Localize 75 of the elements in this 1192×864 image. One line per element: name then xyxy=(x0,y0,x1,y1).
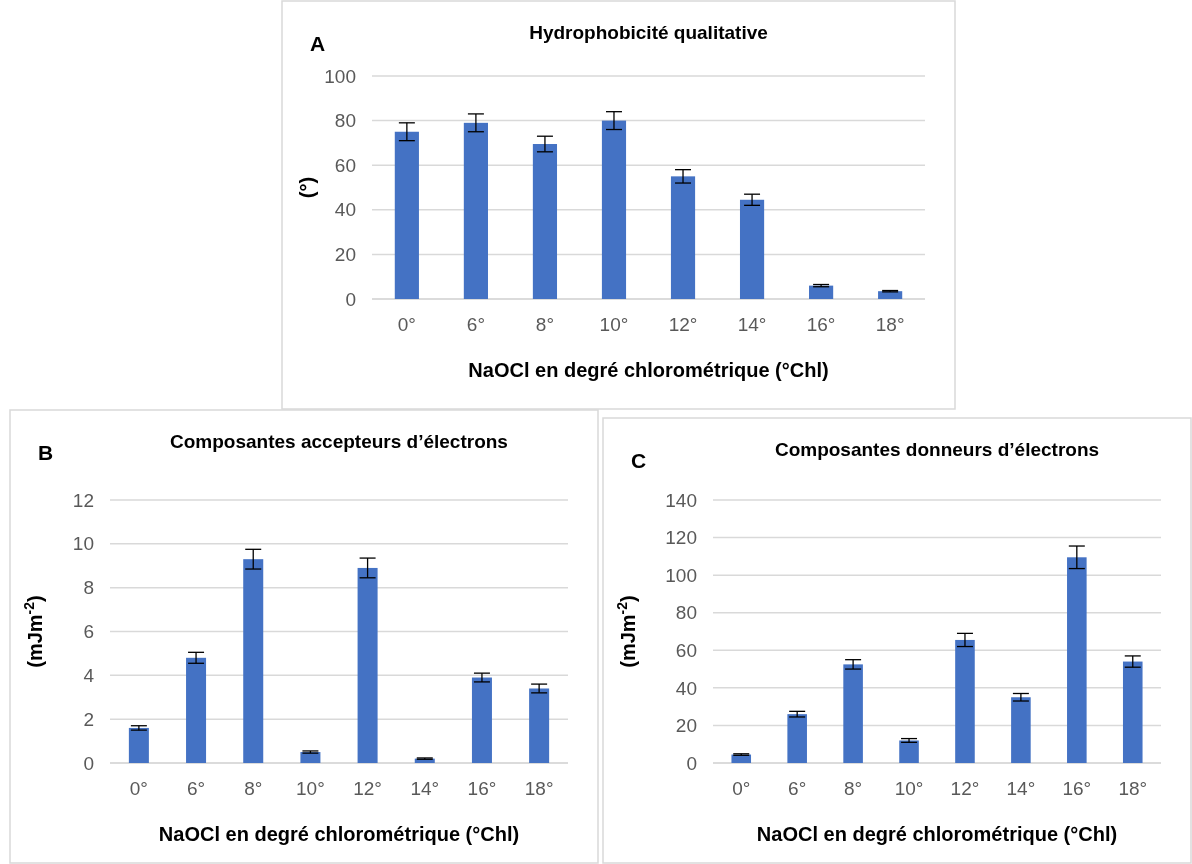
bar xyxy=(471,677,492,763)
x-tick-label: 8° xyxy=(535,314,555,335)
bar xyxy=(463,122,488,299)
bar xyxy=(899,740,919,763)
x-tick-label: 12° xyxy=(950,778,980,799)
text: C xyxy=(631,449,647,472)
x-tick-label: 0° xyxy=(397,314,416,335)
bar xyxy=(1067,557,1087,763)
x-axis-title: NaOCl en degré chlorométrique (°Chl) xyxy=(756,823,1118,845)
bar xyxy=(670,176,696,299)
x-tick-label: 10° xyxy=(599,314,629,335)
bar xyxy=(787,714,807,763)
x-tick-label: 14° xyxy=(737,314,767,335)
text: B xyxy=(38,441,54,464)
x-tick-label: 14° xyxy=(410,778,440,799)
y-tick-label: 0 xyxy=(345,288,356,310)
y-tick-label: 20 xyxy=(334,244,356,266)
bar xyxy=(529,688,550,763)
chart-title: Composantes donneurs d’électrons xyxy=(774,439,1100,460)
y-tick-label: 140 xyxy=(665,489,697,511)
x-tick-label: 0° xyxy=(732,778,751,799)
y-tick-label: 60 xyxy=(675,639,697,661)
y-tick-label: 60 xyxy=(334,154,356,176)
chart-title: Hydrophobicité qualitative xyxy=(529,22,768,43)
text: A xyxy=(310,32,326,55)
bar xyxy=(843,664,863,763)
y-tick-label: 2 xyxy=(83,708,94,730)
y-tick-label: 0 xyxy=(686,752,697,774)
x-axis-title: NaOCl en degré chlorométrique (°Chl) xyxy=(158,823,520,845)
x-tick-label: 14° xyxy=(1006,778,1036,799)
y-tick-label: 120 xyxy=(665,527,697,549)
y-tick-label: 100 xyxy=(665,564,697,586)
x-tick-label: 0° xyxy=(129,778,148,799)
y-tick-label: 20 xyxy=(675,715,697,737)
y-tick-label: 4 xyxy=(83,664,95,686)
y-axis-title: (°) xyxy=(296,176,318,199)
x-tick-label: 6° xyxy=(466,314,485,335)
x-axis-title: NaOCl en degré chlorométrique (°Chl) xyxy=(468,359,829,381)
bar xyxy=(1122,661,1143,763)
y-tick-label: 80 xyxy=(675,602,697,624)
x-tick-label: 18° xyxy=(1118,778,1148,799)
chart-title: Composantes accepteurs d’électrons xyxy=(170,431,508,452)
bar xyxy=(394,131,419,299)
y-tick-label: 40 xyxy=(675,677,697,699)
bar xyxy=(955,639,975,763)
x-tick-label: 8° xyxy=(844,778,863,799)
x-tick-label: 18° xyxy=(875,314,905,335)
bar xyxy=(1011,697,1031,763)
x-tick-label: 16° xyxy=(806,314,836,335)
bar xyxy=(243,559,264,763)
bar xyxy=(809,285,834,299)
y-tick-label: 6 xyxy=(83,621,94,643)
y-tick-label: 40 xyxy=(334,199,356,221)
y-tick-label: 10 xyxy=(72,533,94,555)
bar xyxy=(186,657,207,763)
x-tick-label: 10° xyxy=(296,778,325,799)
x-tick-label: 6° xyxy=(186,778,206,799)
x-tick-label: 6° xyxy=(788,778,807,799)
x-tick-label: 10° xyxy=(894,778,924,799)
y-tick-label: 100 xyxy=(324,65,356,87)
bar xyxy=(128,727,149,763)
x-tick-label: 12° xyxy=(353,778,382,799)
bar xyxy=(357,567,378,763)
y-tick-label: 8 xyxy=(83,577,94,599)
x-tick-label: 8° xyxy=(244,778,263,799)
bar xyxy=(739,199,765,299)
bar xyxy=(601,120,627,299)
x-tick-label: 12° xyxy=(668,314,698,335)
y-tick-label: 12 xyxy=(72,489,94,511)
y-tick-label: 0 xyxy=(83,752,94,774)
x-tick-label: 16° xyxy=(1062,778,1092,799)
x-tick-label: 18° xyxy=(524,778,554,799)
x-tick-label: 16° xyxy=(467,778,497,799)
bar xyxy=(532,144,558,299)
y-tick-label: 80 xyxy=(334,110,356,132)
